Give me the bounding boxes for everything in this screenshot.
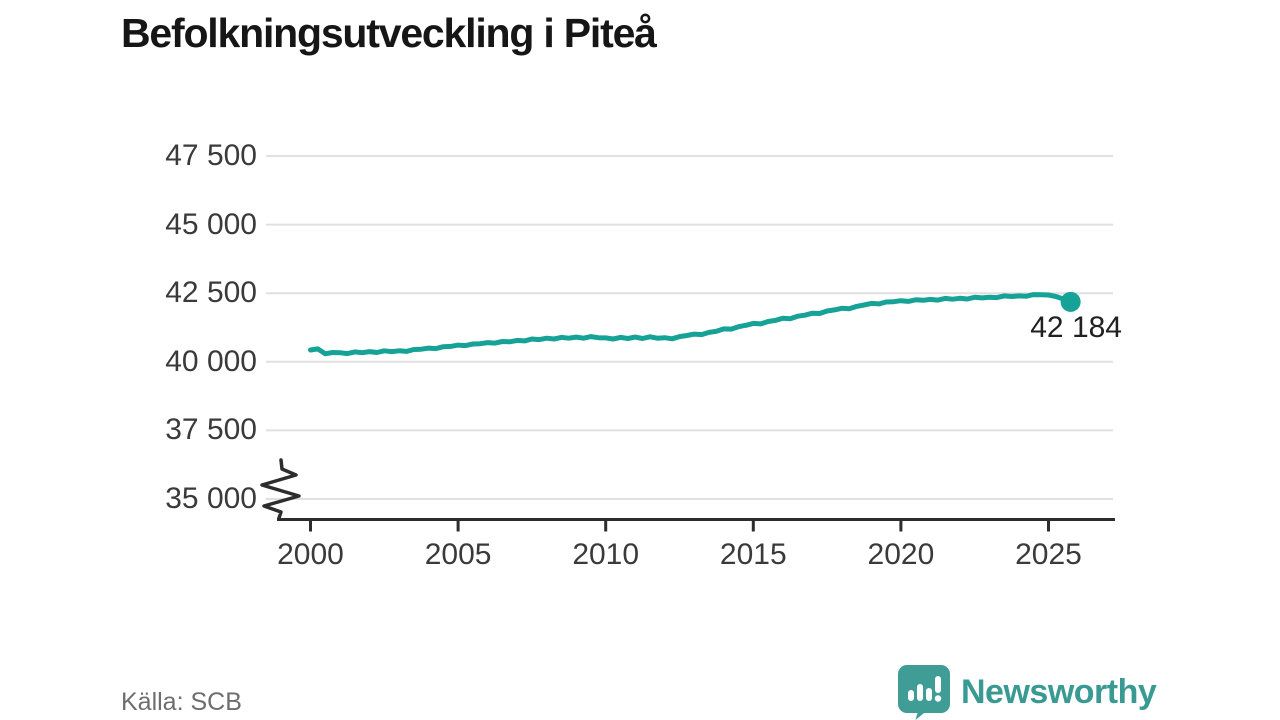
y-tick-label: 37 500 bbox=[165, 413, 257, 447]
x-tick-label: 2020 bbox=[867, 538, 935, 571]
newsworthy-logo-text: Newsworthy bbox=[961, 672, 1157, 711]
newsworthy-logo: Newsworthy bbox=[897, 664, 1157, 720]
chart-title: Befolkningsutveckling i Piteå bbox=[121, 10, 657, 56]
source-label: Källa: SCB bbox=[121, 688, 242, 716]
axis-break-icon bbox=[260, 458, 301, 520]
y-tick-label: 35 000 bbox=[165, 482, 257, 515]
newsworthy-logo-icon bbox=[898, 665, 950, 720]
x-tick-label: 2005 bbox=[424, 538, 492, 571]
end-value-label: 42 184 bbox=[1030, 311, 1122, 344]
x-tick-label: 2010 bbox=[572, 538, 640, 571]
x-tick-label: 2000 bbox=[277, 538, 344, 571]
y-tick-label: 40 000 bbox=[165, 344, 257, 378]
y-tick-label: 45 000 bbox=[165, 207, 257, 241]
x-tick-label: 2015 bbox=[719, 538, 787, 571]
y-tick-label: 47 500 bbox=[165, 139, 257, 172]
y-tick-label: 42 500 bbox=[165, 276, 257, 310]
population-line bbox=[308, 292, 1074, 357]
end-point-marker bbox=[1060, 291, 1081, 312]
x-tick-label: 2025 bbox=[1015, 538, 1082, 571]
